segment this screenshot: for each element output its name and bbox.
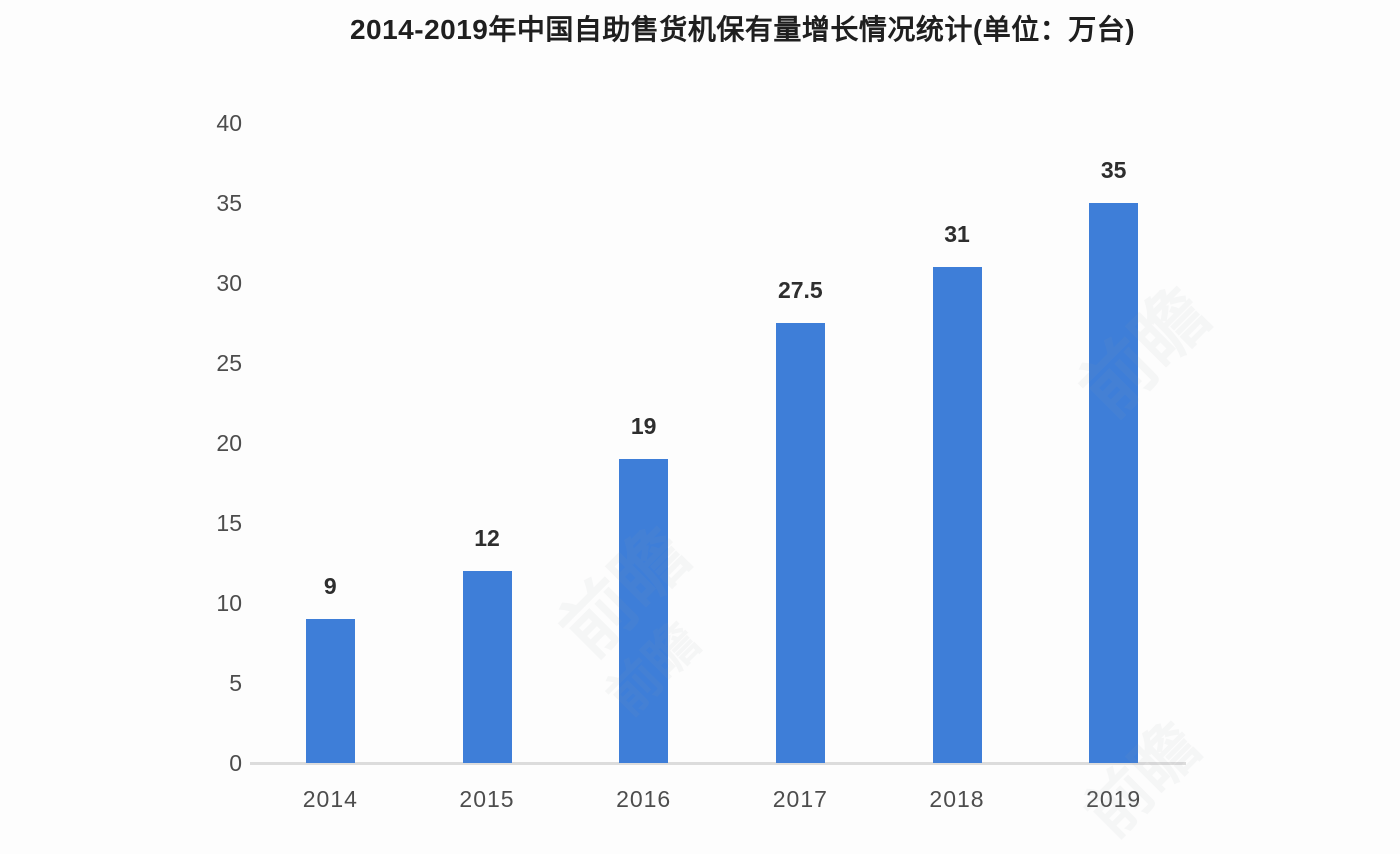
y-axis-tick-label-10: 10 [216, 590, 242, 616]
bar-2015 [462, 571, 512, 763]
bar-value-label-2019: 35 [1100, 157, 1127, 183]
bar-value-label-2018: 31 [944, 221, 970, 247]
x-axis-tick-label-2016: 2016 [616, 786, 672, 812]
x-axis-tick-label-2019: 2019 [1086, 786, 1142, 812]
bar-value-label-2016: 19 [630, 413, 657, 439]
watermark-text: 前瞻 [1071, 708, 1214, 851]
y-axis-tick-label-0: 0 [229, 750, 242, 776]
watermark-text: 前瞻 [1066, 273, 1225, 433]
x-axis-tick-label-2014: 2014 [302, 786, 358, 812]
y-axis-tick-label-15: 15 [216, 510, 242, 536]
bar-2017 [775, 323, 825, 763]
y-axis-tick-label-25: 25 [216, 350, 242, 376]
x-axis-tick-label-2015: 2015 [459, 786, 515, 812]
y-axis-tick-label-20: 20 [216, 430, 242, 456]
bar-value-label-2017: 27.5 [777, 277, 823, 303]
bar-2014 [305, 619, 355, 763]
chart-title: 2014-2019年中国自助售货机保有量增长情况统计(单位：万台) [349, 14, 1136, 45]
y-axis-tick-label-40: 40 [216, 110, 242, 136]
x-axis-line [250, 762, 1186, 765]
bar-value-label-2015: 12 [474, 525, 500, 551]
bar-2016 [619, 459, 669, 763]
bar-value-label-2014: 9 [323, 573, 337, 599]
y-axis-tick-label-30: 30 [216, 270, 242, 296]
y-axis-tick-label-5: 5 [229, 670, 242, 696]
bar-2019 [1089, 203, 1139, 763]
x-axis-tick-label-2018: 2018 [929, 786, 985, 812]
bar-2018 [932, 267, 982, 763]
bar-chart: 0 5 10 15 20 25 30 35 40 9 2014 12 2015 19 2016 27.5 201… [216, 110, 1225, 812]
x-axis-tick-label-2017: 2017 [772, 786, 828, 812]
y-axis-tick-label-35: 35 [216, 190, 242, 216]
